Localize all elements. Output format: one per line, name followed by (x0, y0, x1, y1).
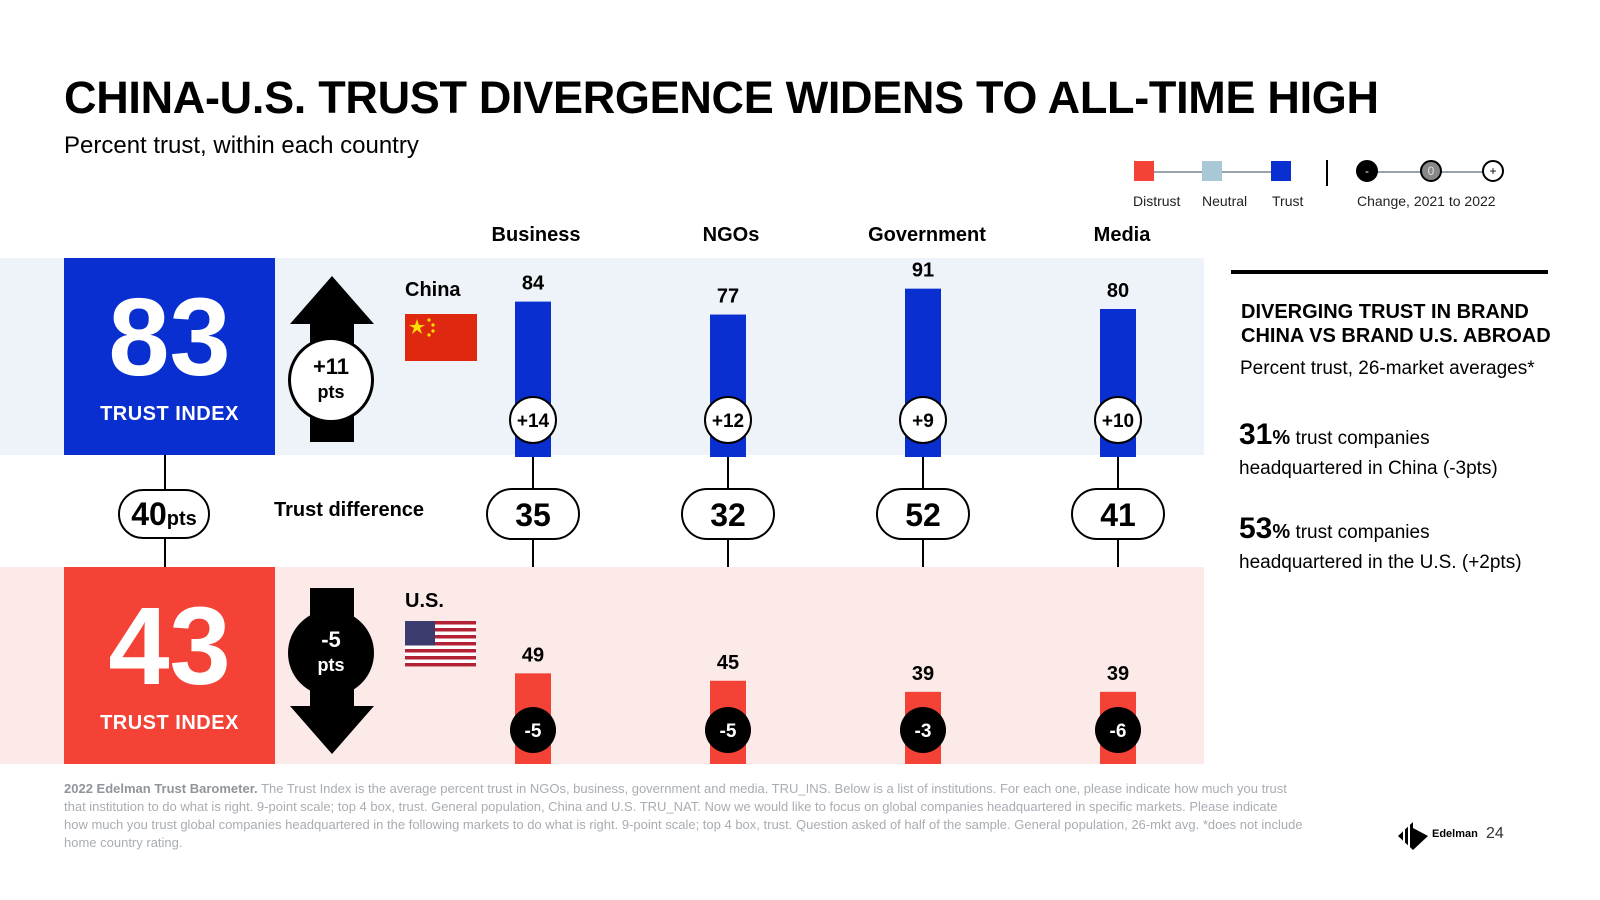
china-change-government: +9 (912, 411, 934, 432)
sidebar-heading-line-2: CHINA VS BRAND U.S. ABROAD (1241, 325, 1551, 347)
stat-china-text: trust companies (1295, 428, 1430, 449)
difference-value-business: 35 (515, 497, 551, 533)
page-title: CHINA-U.S. TRUST DIVERGENCE WIDENS TO AL… (64, 72, 1379, 123)
us-change-media: -6 (1110, 721, 1127, 742)
trust-difference-label: Trust difference (274, 499, 425, 521)
legend-divider (1326, 160, 1328, 186)
china-value-media: 80 (1107, 280, 1129, 302)
stat-china-text-2: headquartered in China (-3pts) (1239, 458, 1498, 479)
us-change-value: -5 (321, 627, 341, 652)
us-change-ngos: -5 (720, 721, 737, 742)
difference-pill-business (486, 488, 580, 540)
china-trust-index-box: 83 TRUST INDEX (64, 258, 275, 455)
footnote-text: The Trust Index is the average percent t… (64, 781, 1303, 850)
institution-trust-bar-chart: 84 +14 49 -5 35 77 +12 45 -5 32 91 +9 39 -3 52 80 +10 39 -… (486, 260, 1165, 764)
legend-trust-label: Trust (1272, 193, 1304, 209)
footnote: 2022 Edelman Trust Barometer. The Trust … (64, 780, 1304, 852)
stat-us-text: trust companies (1295, 522, 1430, 543)
difference-pill-ngos (681, 488, 775, 540)
china-value-ngos: 77 (717, 286, 739, 308)
sidebar-stat-china: 31% trust companies headquartered in Chi… (1239, 420, 1579, 484)
us-change-circle: -5 pts (288, 610, 374, 696)
china-change-circle: +11 pts (288, 337, 374, 423)
us-flag-icon (405, 621, 476, 667)
legend-change-label: Change, 2021 to 2022 (1357, 193, 1496, 209)
us-value-business: 49 (522, 644, 544, 666)
china-change-business: +14 (517, 411, 550, 432)
legend-zero-dot: 0 (1420, 160, 1442, 182)
index-difference-value: 40 (131, 496, 167, 532)
legend-neutral-swatch (1202, 161, 1222, 181)
us-change-circle-media (1095, 707, 1141, 753)
china-value-business: 84 (522, 273, 545, 295)
us-value-government: 39 (912, 663, 934, 685)
legend-trust-swatch (1271, 161, 1291, 181)
legend-neutral-label: Neutral (1202, 193, 1248, 209)
difference-value-ngos: 32 (710, 497, 746, 533)
sidebar-stat-us: 53% trust companies headquartered in the… (1239, 514, 1579, 578)
sidebar-rule (1231, 270, 1548, 274)
stat-us-value: 53 (1239, 512, 1273, 545)
category-header-media: Media (1093, 224, 1151, 246)
sidebar-subheading: Percent trust, 26-market averages* (1240, 358, 1535, 379)
china-trust-index-value: 83 (108, 276, 231, 399)
legend-plus-dot: + (1482, 160, 1504, 182)
us-trust-index-label: TRUST INDEX (100, 712, 239, 734)
stat-us-text-2: headquartered in the U.S. (+2pts) (1239, 552, 1522, 573)
china-flag-icon (405, 314, 477, 361)
china-change-unit: pts (317, 382, 345, 402)
edelman-logo-text: Edelman (1432, 828, 1478, 840)
category-header-ngos: NGOs (702, 224, 760, 246)
china-label: China (405, 279, 461, 301)
index-difference-pill: 40pts (118, 489, 210, 539)
us-change-circle-government (900, 707, 946, 753)
category-header-government: Government (868, 224, 986, 246)
china-change-circle-media (1094, 396, 1142, 444)
us-trust-index-value: 43 (108, 585, 231, 708)
index-difference-unit: pts (166, 508, 197, 530)
us-value-ngos: 45 (717, 652, 739, 674)
page-number: 24 (1486, 825, 1504, 842)
difference-pill-media (1071, 488, 1165, 540)
china-value-government: 91 (912, 260, 934, 282)
page-subtitle: Percent trust, within each country (64, 132, 419, 159)
us-change-government: -3 (915, 721, 932, 742)
difference-value-government: 52 (905, 497, 941, 533)
sidebar-heading-line-1: DIVERGING TRUST IN BRAND (1241, 301, 1529, 323)
stat-us-pct: % (1272, 521, 1291, 543)
stat-china-value: 31 (1239, 418, 1273, 451)
china-trust-index-label: TRUST INDEX (100, 403, 239, 425)
difference-value-media: 41 (1100, 497, 1136, 533)
legend-minus-dot: - (1356, 160, 1378, 182)
stat-china-pct: % (1272, 427, 1291, 449)
footnote-source: 2022 Edelman Trust Barometer. (64, 781, 258, 796)
legend-distrust-label: Distrust (1133, 193, 1181, 209)
us-change-circle-business (510, 707, 556, 753)
edelman-logo-icon (1398, 822, 1428, 850)
china-change-circle-government (899, 396, 947, 444)
china-change-value: +11 (312, 354, 350, 379)
china-change-circle-ngos (704, 396, 752, 444)
category-header-business: Business (491, 224, 581, 246)
us-label: U.S. (405, 590, 444, 612)
us-change-circle-ngos (705, 707, 751, 753)
difference-pill-government (876, 488, 970, 540)
china-change-circle-business (509, 396, 557, 444)
us-change-unit: pts (317, 655, 345, 675)
us-value-media: 39 (1107, 663, 1129, 685)
us-trust-index-box: 43 TRUST INDEX (64, 567, 275, 764)
legend-distrust-swatch (1134, 161, 1154, 181)
china-change-media: +10 (1102, 411, 1134, 432)
china-change-ngos: +12 (712, 411, 744, 432)
us-change-business: -5 (525, 721, 542, 742)
sidebar-heading: DIVERGING TRUST IN BRAND CHINA VS BRAND … (1241, 300, 1561, 348)
